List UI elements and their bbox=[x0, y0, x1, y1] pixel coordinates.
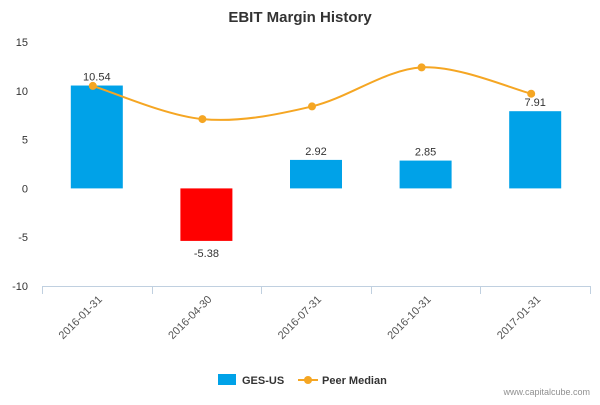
x-category-label: 2016-01-31 bbox=[57, 294, 105, 342]
peer-median-point bbox=[88, 81, 97, 90]
legend-label-peer-median: Peer Median bbox=[322, 375, 387, 387]
bar-ges-us bbox=[509, 111, 562, 189]
y-tick-label: 5 bbox=[22, 135, 28, 147]
x-category-label: 2016-04-30 bbox=[166, 294, 214, 342]
y-tick-label: 10 bbox=[16, 86, 28, 98]
peer-median-point bbox=[527, 89, 536, 98]
bar-ges-us bbox=[180, 188, 233, 241]
peer-median-point bbox=[198, 115, 207, 124]
x-category-label: 2016-10-31 bbox=[385, 294, 433, 342]
bar-data-label: 7.91 bbox=[524, 97, 545, 109]
legend-swatch-peer-median-marker bbox=[304, 376, 312, 384]
y-tick-label: 15 bbox=[16, 37, 28, 49]
source-credit: www.capitalcube.com bbox=[502, 387, 590, 397]
bar-data-label: 2.85 bbox=[415, 147, 436, 159]
peer-median-layer bbox=[88, 63, 536, 124]
peer-median-line bbox=[92, 66, 532, 121]
chart-title: EBIT Margin History bbox=[228, 9, 372, 26]
bars-layer bbox=[70, 85, 562, 241]
bar-data-label: -5.38 bbox=[194, 248, 219, 260]
bar-ges-us bbox=[290, 159, 342, 189]
bar-data-label: 10.54 bbox=[83, 72, 111, 84]
y-tick-label: 0 bbox=[22, 183, 28, 195]
y-tick-label: -10 bbox=[12, 281, 28, 293]
bar-ges-us bbox=[70, 85, 123, 189]
peer-median-point bbox=[417, 63, 426, 72]
x-category-label: 2016-07-31 bbox=[276, 294, 324, 342]
peer-median-point bbox=[308, 102, 316, 111]
legend: GES-US Peer Median bbox=[218, 374, 387, 387]
y-tick-label: -5 bbox=[18, 232, 28, 244]
x-category-label: 2017-01-31 bbox=[495, 294, 543, 342]
legend-label-ges-us: GES-US bbox=[242, 375, 284, 387]
bar-ges-us bbox=[399, 160, 452, 189]
legend-swatch-ges-us bbox=[218, 374, 236, 385]
data-labels-layer: 10.54 -5.38 2.92 2.85 7.91 bbox=[83, 72, 546, 260]
bar-data-label: 2.92 bbox=[305, 146, 326, 158]
